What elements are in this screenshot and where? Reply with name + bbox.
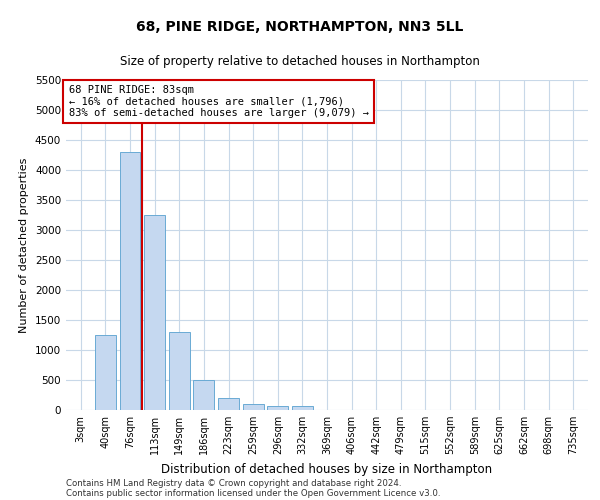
Bar	[242, 404, 263, 410]
Bar	[218, 398, 239, 410]
Bar	[119, 152, 140, 410]
Bar	[169, 332, 190, 410]
Bar	[95, 335, 116, 410]
Text: 68, PINE RIDGE, NORTHAMPTON, NN3 5LL: 68, PINE RIDGE, NORTHAMPTON, NN3 5LL	[136, 20, 464, 34]
Text: Contains public sector information licensed under the Open Government Licence v3: Contains public sector information licen…	[66, 488, 440, 498]
Y-axis label: Number of detached properties: Number of detached properties	[19, 158, 29, 332]
Bar	[267, 406, 288, 410]
X-axis label: Distribution of detached houses by size in Northampton: Distribution of detached houses by size …	[161, 462, 493, 475]
Bar	[193, 380, 214, 410]
Text: Size of property relative to detached houses in Northampton: Size of property relative to detached ho…	[120, 55, 480, 68]
Bar	[292, 406, 313, 410]
Text: 68 PINE RIDGE: 83sqm
← 16% of detached houses are smaller (1,796)
83% of semi-de: 68 PINE RIDGE: 83sqm ← 16% of detached h…	[68, 85, 368, 118]
Bar	[144, 215, 165, 410]
Text: Contains HM Land Registry data © Crown copyright and database right 2024.: Contains HM Land Registry data © Crown c…	[66, 478, 401, 488]
